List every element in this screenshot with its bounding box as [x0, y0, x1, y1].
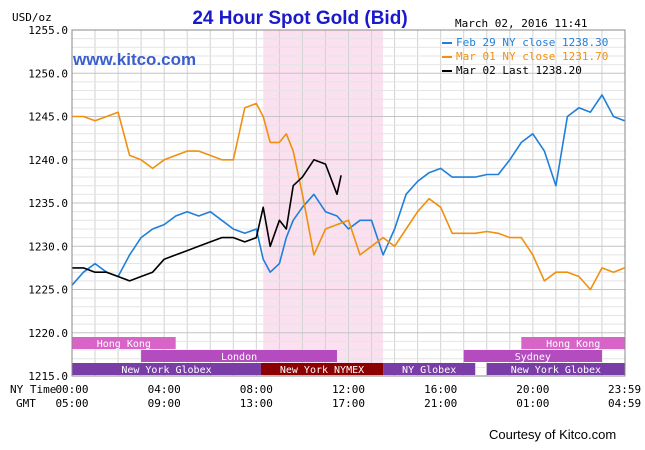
- x-tick-label-ny: 20:00: [516, 383, 550, 396]
- session-block: [463, 350, 602, 362]
- session-block: [72, 337, 176, 349]
- legend-swatch: [442, 56, 452, 58]
- session-label: Hong Kong: [546, 339, 600, 350]
- x-tick-label-gmt: 21:00: [424, 397, 458, 410]
- x-tick-label-ny: 00:00: [55, 383, 89, 396]
- session-bar: New York NYMEX: [260, 363, 384, 376]
- ny-time-label: NY Time: [10, 383, 57, 396]
- session-bar: Hong Kong: [521, 337, 625, 350]
- x-tick-label-gmt: 04:59: [607, 397, 642, 410]
- chart-title: 24 Hour Spot Gold (Bid): [192, 8, 408, 29]
- chart-grid: [71, 29, 626, 377]
- x-tick-label-gmt: 09:00: [147, 397, 181, 410]
- y-tick-label: 1250.0: [28, 67, 68, 80]
- y-tick-label: 1245.0: [28, 111, 68, 124]
- legend-label: Mar 02 Last 1238.20: [456, 64, 582, 77]
- session-bar: London: [141, 350, 337, 363]
- session-label: Sydney: [515, 352, 551, 363]
- session-label: Hong Kong: [97, 339, 151, 350]
- y-tick-label: 1220.0: [28, 327, 68, 340]
- session-block: [141, 350, 337, 362]
- gmt-label: GMT: [16, 397, 36, 410]
- session-bar: NY Globex: [383, 363, 476, 376]
- x-tick-label-ny: 12:00: [331, 383, 366, 396]
- y-tick-label: 1235.0: [28, 197, 68, 210]
- series-line-2: [72, 159, 342, 282]
- session-bar: New York Globex: [486, 363, 625, 376]
- y-tick-label: 1240.0: [28, 154, 68, 167]
- market-sessions: Hong Kong Hong Kong London Sydney New York G…: [72, 337, 625, 376]
- session-label: NY Globex: [402, 365, 456, 376]
- session-block: [72, 363, 261, 375]
- session-bar: Sydney: [463, 350, 602, 363]
- legend-label: Mar 01 NY close 1231.70: [456, 50, 609, 63]
- session-bar: Hong Kong: [72, 337, 176, 350]
- timestamp: March 02, 2016 11:41: [455, 17, 588, 30]
- x-tick-label-gmt: 05:00: [55, 397, 89, 410]
- legend-item-mar01: Mar 01 NY close 1231.70: [442, 50, 608, 64]
- series-line-1: [72, 102, 625, 291]
- site-link[interactable]: www.kitco.com: [73, 50, 197, 69]
- y-tick-label: 1255.0: [28, 24, 68, 37]
- y-tick-label: 1225.0: [28, 284, 68, 297]
- legend-item-mar02: Mar 02 Last 1238.20: [442, 64, 608, 78]
- session-label: New York Globex: [511, 365, 601, 376]
- session-block: [383, 363, 476, 375]
- session-block: [521, 337, 625, 349]
- session-block: [486, 363, 625, 375]
- price-series: [71, 94, 625, 291]
- legend-swatch: [442, 70, 452, 72]
- y-tick-label: 1230.0: [28, 240, 68, 253]
- legend-label: Feb 29 NY close 1238.30: [456, 36, 609, 49]
- session-label: London: [221, 352, 257, 363]
- x-tick-label-gmt: 01:00: [516, 397, 550, 410]
- session-bar: New York Globex: [72, 363, 261, 376]
- x-tick-label-ny: 16:00: [424, 383, 458, 396]
- x-tick-label-gmt: 13:00: [239, 397, 273, 410]
- y-axis-unit-label: USD/oz: [12, 11, 52, 24]
- series-line-0: [71, 94, 625, 286]
- legend-swatch: [442, 42, 452, 44]
- y-axis-ticks: 1215.0 1220.0 1225.0 1230.0 1235.0 1240.0 1245…: [28, 24, 68, 383]
- x-tick-label-ny: 04:00: [147, 383, 181, 396]
- x-tick-label-gmt: 17:00: [331, 397, 366, 410]
- courtesy-text: Courtesy of Kitco.com: [489, 427, 617, 442]
- y-tick-label: 1215.0: [28, 370, 68, 383]
- session-block: [260, 363, 384, 375]
- x-tick-label-ny: 23:59: [607, 383, 642, 396]
- session-label: New York NYMEX: [280, 365, 364, 376]
- x-tick-label-ny: 08:00: [239, 383, 273, 396]
- plot-frame: [71, 29, 626, 377]
- session-label: New York Globex: [121, 365, 211, 376]
- legend-item-feb29: Feb 29 NY close 1238.30: [442, 36, 608, 50]
- chart-legend: Feb 29 NY close 1238.30 Mar 01 NY close …: [442, 36, 608, 78]
